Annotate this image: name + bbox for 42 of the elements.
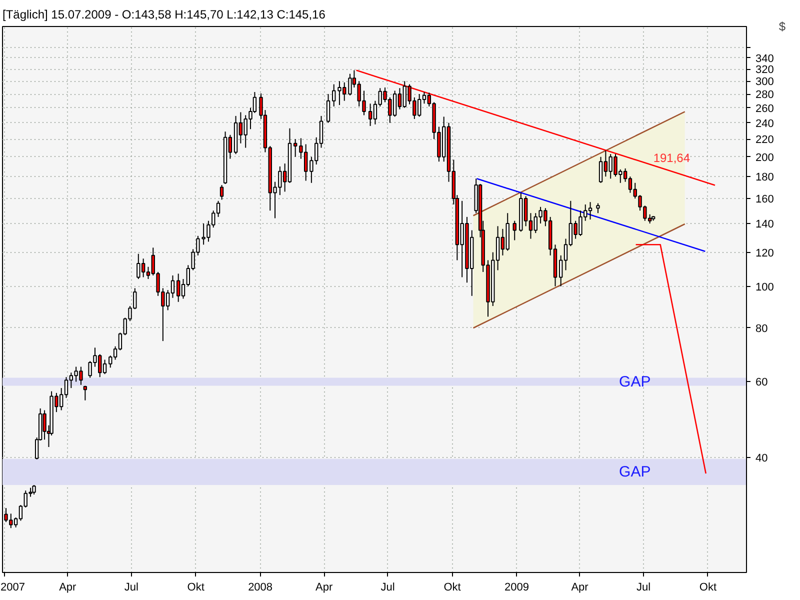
y-tick-label: 140 — [756, 218, 774, 230]
candlestick — [596, 202, 600, 214]
x-tick-label: 2009 — [504, 582, 529, 594]
candlestick — [293, 138, 298, 158]
candlestick — [32, 484, 36, 495]
y-tick-label: 60 — [756, 376, 768, 389]
y-tick-label: 260 — [756, 102, 774, 115]
candlestick — [220, 184, 224, 200]
x-tick-label: Okt — [699, 582, 717, 594]
y-tick-label: 280 — [756, 89, 774, 102]
candlestick — [332, 84, 336, 107]
y-tick-label: 160 — [756, 194, 774, 206]
y-tick-label: 340 — [756, 52, 774, 65]
candlestick — [512, 220, 516, 241]
y-tick-label: 200 — [756, 152, 774, 164]
y-tick-label: 120 — [756, 247, 774, 260]
y-tick-label: 240 — [756, 118, 774, 130]
x-tick-label: Okt — [187, 582, 204, 594]
candlestick — [83, 385, 88, 401]
band-label: GAP — [619, 373, 651, 390]
y-tick-label: 180 — [756, 172, 774, 184]
x-tick-label: Apr — [59, 582, 77, 594]
x-tick-label: Okt — [444, 582, 461, 594]
annotation: 191,64 — [653, 150, 690, 165]
y-tick-label: 320 — [756, 64, 774, 76]
y-tick-label: 300 — [756, 76, 774, 88]
y-tick-label: 40 — [756, 452, 768, 464]
x-tick-label: Jul — [380, 582, 395, 594]
x-tick-label: Apr — [571, 582, 589, 594]
x-tick-label: Jul — [124, 582, 138, 594]
x-tick-label: 2007 — [0, 582, 25, 594]
chart-title: [Täglich] 15.07.2009 - O:143,58 H:145,70 L:142,13 C:145,16 — [2, 8, 326, 22]
band-label: GAP — [619, 463, 651, 480]
candlestick — [348, 73, 352, 96]
y-tick-label: 80 — [756, 322, 768, 335]
y-tick-label: 220 — [756, 134, 774, 146]
x-tick-label: Jul — [636, 582, 651, 594]
y-tick-label: 100 — [756, 281, 774, 294]
x-tick-label: 2008 — [248, 582, 273, 594]
candlestick — [326, 94, 330, 124]
x-tick-label: Apr — [316, 582, 333, 594]
y-axis-title: $ — [778, 20, 786, 34]
